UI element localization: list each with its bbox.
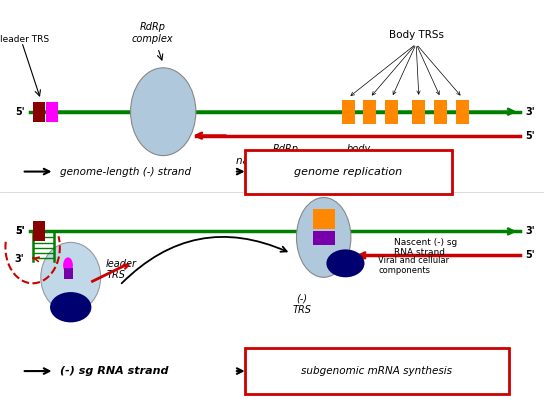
Ellipse shape (131, 68, 196, 156)
FancyBboxPatch shape (33, 102, 45, 122)
Text: 5': 5' (15, 226, 24, 237)
Text: 5': 5' (15, 107, 24, 117)
Text: Viral and cellular
components: Viral and cellular components (378, 256, 449, 275)
FancyBboxPatch shape (46, 102, 58, 122)
Text: genome replication: genome replication (294, 166, 402, 177)
Text: 3': 3' (525, 107, 535, 117)
Text: 3': 3' (525, 226, 535, 237)
FancyBboxPatch shape (245, 348, 509, 394)
Text: RdRp
complex: RdRp complex (265, 144, 306, 166)
Ellipse shape (63, 257, 73, 273)
Text: Nascent (-) sg
RNA strand: Nascent (-) sg RNA strand (394, 238, 458, 257)
FancyBboxPatch shape (385, 100, 398, 124)
Text: Body TRSs: Body TRSs (388, 30, 444, 40)
Text: leader TRS: leader TRS (0, 36, 49, 44)
Text: (-)
TRS: (-) TRS (293, 293, 311, 315)
FancyBboxPatch shape (33, 221, 45, 241)
Circle shape (50, 292, 91, 322)
FancyBboxPatch shape (434, 100, 447, 124)
Text: (-) sg RNA strand: (-) sg RNA strand (60, 366, 168, 376)
Text: leader
TRS: leader TRS (106, 259, 137, 280)
FancyBboxPatch shape (245, 150, 452, 194)
FancyBboxPatch shape (64, 268, 73, 279)
Text: 5': 5' (525, 130, 535, 141)
Text: subgenomic mRNA synthesis: subgenomic mRNA synthesis (301, 366, 453, 376)
Text: 5': 5' (525, 250, 535, 261)
Text: RdRp
complex: RdRp complex (132, 22, 173, 44)
Text: nascent (-) strand: nascent (-) strand (237, 156, 329, 166)
FancyBboxPatch shape (456, 100, 469, 124)
Circle shape (326, 249, 364, 277)
FancyBboxPatch shape (313, 231, 335, 245)
FancyBboxPatch shape (313, 209, 335, 229)
FancyBboxPatch shape (412, 100, 425, 124)
Ellipse shape (296, 198, 351, 277)
Text: genome-length (-) strand: genome-length (-) strand (60, 166, 191, 177)
Ellipse shape (41, 243, 101, 312)
FancyBboxPatch shape (342, 100, 355, 124)
Text: body
TRS: body TRS (347, 144, 371, 166)
Text: 5': 5' (15, 226, 24, 237)
FancyBboxPatch shape (363, 100, 376, 124)
Text: 3': 3' (15, 254, 24, 265)
